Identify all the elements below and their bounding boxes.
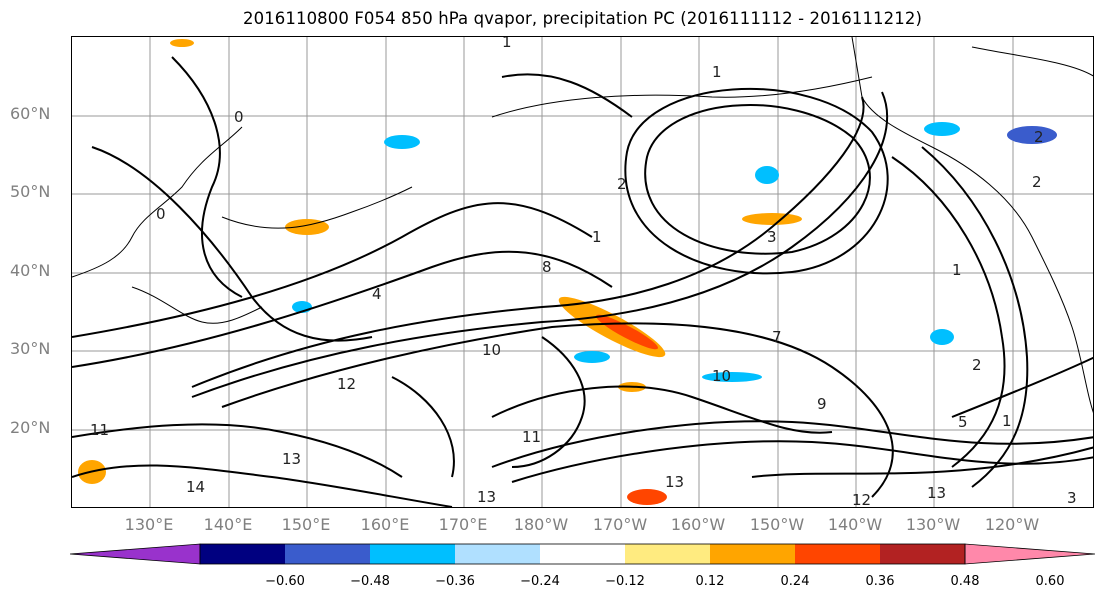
map-title: 2016110800 F054 850 hPa qvapor, precipit… — [243, 9, 922, 28]
colorbar — [70, 543, 1095, 565]
contour-label: 1 — [712, 63, 722, 81]
lat-label-40n: 40°N — [10, 261, 51, 280]
colorbar-cell — [455, 544, 540, 564]
contour-label: 11 — [90, 421, 109, 439]
contour-label: 9 — [817, 395, 827, 413]
lon-label: 140°E — [203, 515, 253, 534]
colorbar-cell — [880, 544, 965, 564]
contour-lines — [72, 56, 1093, 507]
colorbar-cell — [200, 544, 285, 564]
contour-label: 13 — [282, 450, 301, 468]
contour-label: 7 — [772, 328, 782, 346]
lon-label: 160°E — [360, 515, 410, 534]
colorbar-tick-label: 0.24 — [780, 574, 810, 589]
contour-label: 5 — [958, 413, 968, 431]
lon-label: 150°E — [281, 515, 331, 534]
lon-label: 170°W — [592, 515, 648, 534]
colorbar-cell — [710, 544, 795, 564]
colorbar-cell — [285, 544, 370, 564]
colorbar-cell — [370, 544, 455, 564]
lat-label-20n: 20°N — [10, 418, 51, 437]
colorbar-cell — [625, 544, 710, 564]
colorbar-cells — [70, 543, 1095, 565]
lon-label: 120°W — [984, 515, 1040, 534]
colorbar-tick-label: 0.36 — [865, 574, 895, 589]
contour-label: 10 — [712, 367, 731, 385]
lat-label-50n: 50°N — [10, 182, 51, 201]
contour-label: 1 — [592, 228, 602, 246]
contour-label: 13 — [477, 488, 496, 506]
coastlines — [72, 37, 1093, 413]
contour-label: 3 — [767, 228, 777, 246]
contour-label: 2 — [1032, 173, 1042, 191]
contour-label: 4 — [372, 285, 382, 303]
lon-label: 170°E — [438, 515, 488, 534]
contour-label: 8 — [542, 258, 552, 276]
contour-label-group: 1 1 2 2 2 0 0 1 3 4 7 8 9 10 10 11 12 13… — [90, 37, 1077, 508]
contour-label: 12 — [852, 491, 871, 508]
contour-label: 0 — [234, 108, 244, 126]
contour-label: 2 — [1034, 128, 1044, 146]
colorbar-tick-label: −0.48 — [350, 574, 390, 589]
contour-label: 2 — [617, 175, 627, 193]
lon-label: 130°E — [124, 515, 174, 534]
contour-label: 12 — [337, 375, 356, 393]
contour-label: 1 — [1002, 412, 1012, 430]
colorbar-tick-label: −0.36 — [435, 574, 475, 589]
contour-label: 2 — [972, 356, 982, 374]
contour-label: 1 — [502, 37, 512, 51]
colorbar-tick-label: 0.48 — [950, 574, 980, 589]
contour-label: 11 — [522, 428, 541, 446]
colorbar-extend-low — [70, 543, 201, 565]
contour-label: 13 — [927, 484, 946, 502]
lon-label: 180°W — [513, 515, 569, 534]
contour-label: 0 — [156, 205, 166, 223]
contour-label: 3 — [1067, 489, 1077, 507]
graticule — [72, 37, 1093, 507]
map-canvas: 1 1 2 2 2 0 0 1 3 4 7 8 9 10 10 11 12 13… — [72, 37, 1093, 508]
colorbar-tick-label: −0.12 — [605, 574, 645, 589]
lon-label: 140°W — [827, 515, 883, 534]
colorbar-tick-label: −0.60 — [265, 574, 305, 589]
lon-label: 160°W — [670, 515, 726, 534]
colorbar-tick-label: 0.12 — [695, 574, 725, 589]
colorbar-cell — [540, 544, 625, 564]
map-plot-area: 1 1 2 2 2 0 0 1 3 4 7 8 9 10 10 11 12 13… — [71, 36, 1094, 508]
colorbar-tick-label: 0.60 — [1035, 574, 1065, 589]
colorbar-extend-high — [964, 543, 1095, 565]
lat-label-30n: 30°N — [10, 339, 51, 358]
contour-label: 14 — [186, 478, 205, 496]
colorbar-outline — [199, 543, 966, 565]
lon-label: 130°W — [905, 515, 961, 534]
contour-label: 10 — [482, 341, 501, 359]
colorbar-cell — [795, 544, 880, 564]
lat-label-60n: 60°N — [10, 104, 51, 123]
lon-label: 150°W — [749, 515, 805, 534]
contour-label: 13 — [665, 473, 684, 491]
colorbar-tick-label: −0.24 — [520, 574, 560, 589]
contour-label: 1 — [952, 261, 962, 279]
